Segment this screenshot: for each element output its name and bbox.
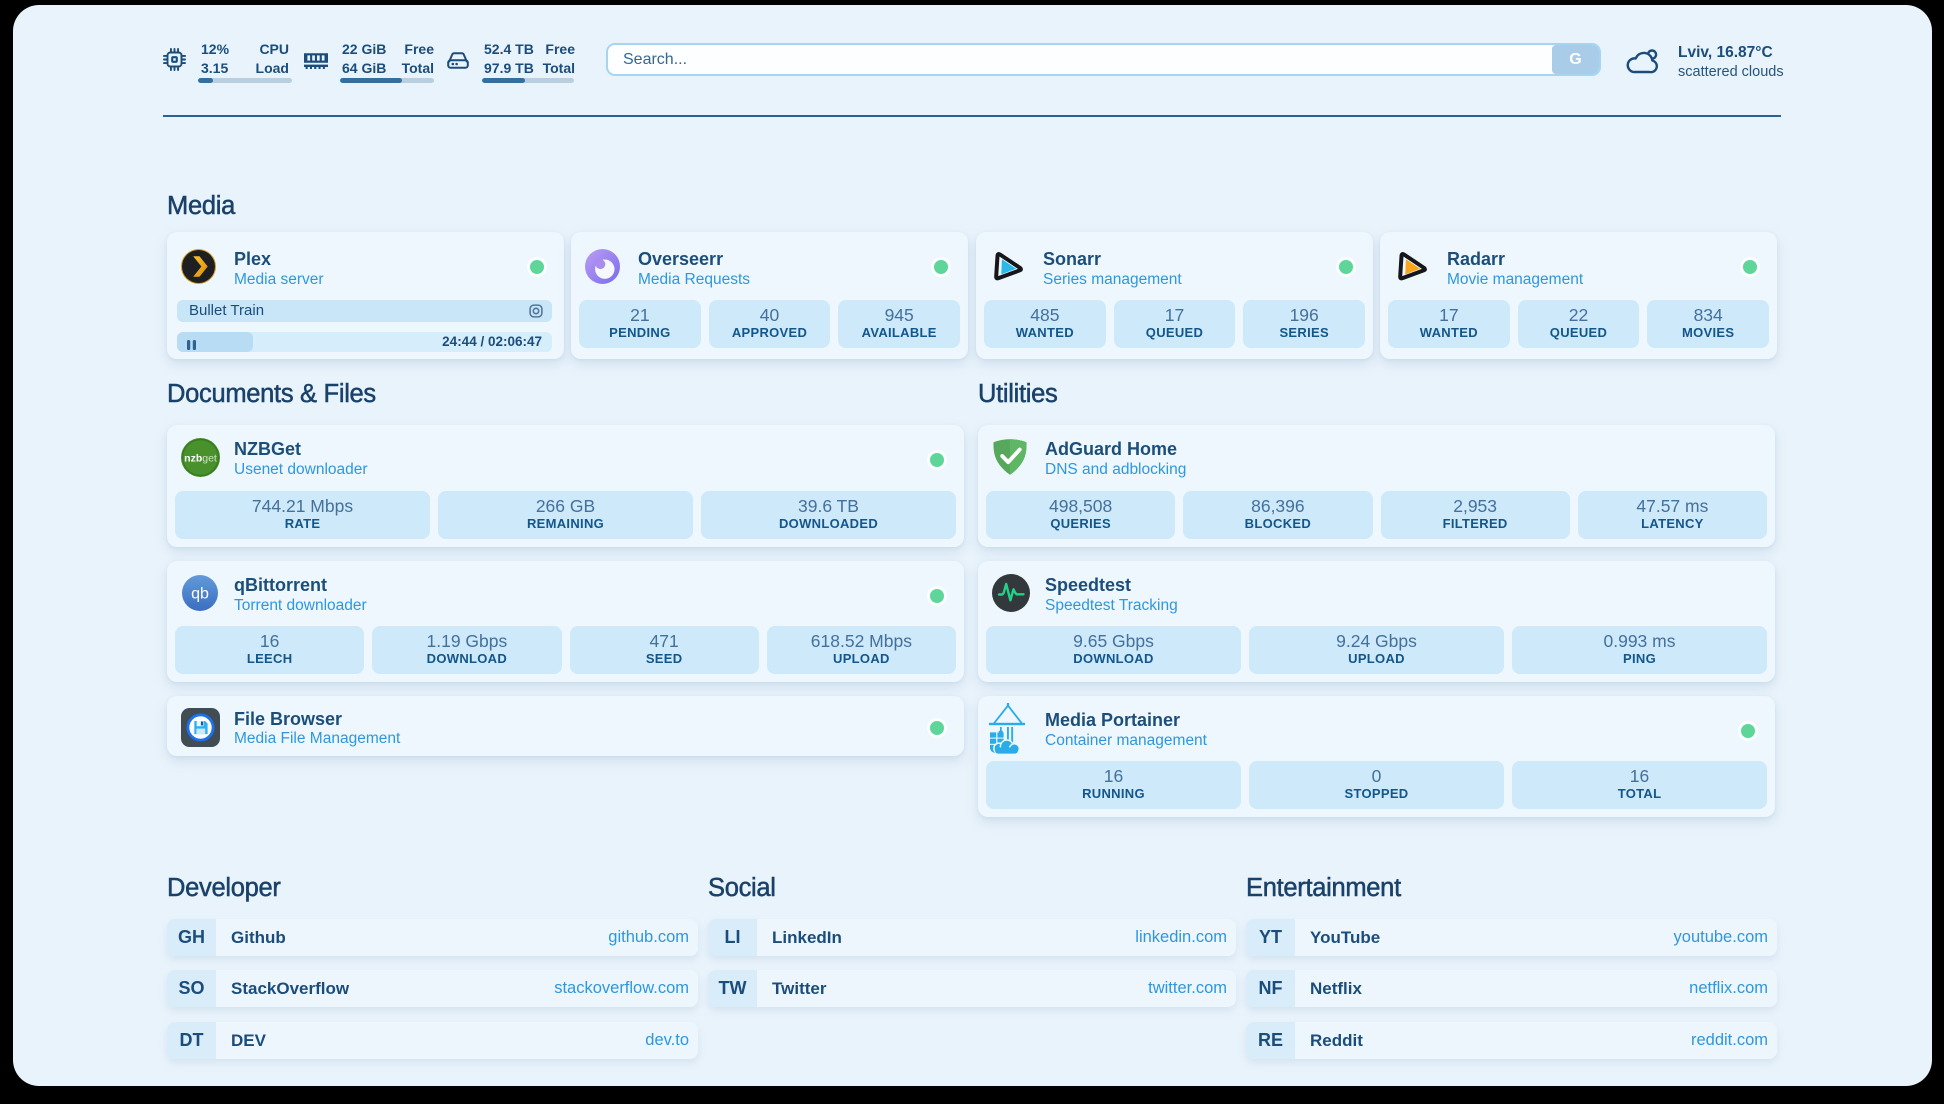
svg-text:nzbget: nzbget bbox=[184, 453, 217, 465]
svg-text:qb: qb bbox=[191, 586, 209, 603]
